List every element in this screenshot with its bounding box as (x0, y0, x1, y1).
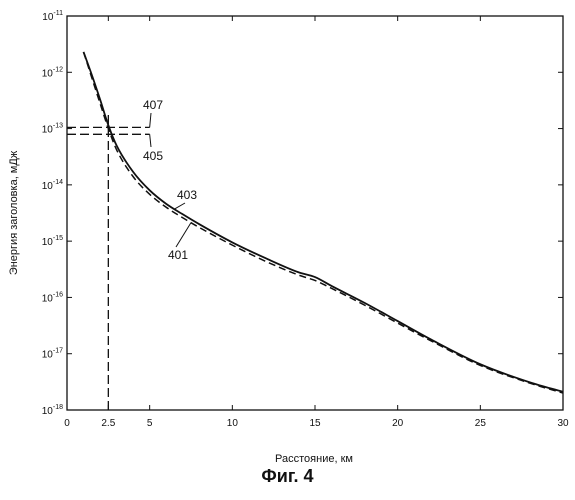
annotation-layer: 407 405 403 401 (143, 98, 197, 262)
annotation-leader-401 (176, 223, 191, 247)
x-axis-label: Расстояние, км (275, 453, 353, 465)
figure-caption: Фиг. 4 (0, 466, 575, 487)
y-tick-label: 10-16 (42, 291, 63, 304)
annotation-label-407: 407 (143, 98, 163, 112)
y-tick-label: 10-18 (42, 404, 63, 417)
y-tick-label: 10-12 (42, 66, 63, 79)
y-tick-label: 10-11 (42, 10, 63, 23)
annotation-label-401: 401 (168, 248, 188, 262)
annotation-label-405: 405 (143, 149, 163, 163)
annotation-leader-403 (174, 203, 185, 209)
x-tick-label: 2.5 (101, 418, 115, 429)
x-tick-label: 20 (392, 418, 404, 429)
plot-frame (67, 16, 563, 410)
x-tick-label: 15 (309, 418, 321, 429)
y-tick-label: 10-13 (42, 123, 63, 136)
annotation-leader-405 (150, 134, 151, 147)
x-tick-label: 0 (64, 418, 70, 429)
y-axis-label: Энергия заголовка, мДж (8, 150, 20, 275)
x-tick-label: 30 (557, 418, 569, 429)
x-tick-label: 10 (227, 418, 239, 429)
x-axis: 0 2.5 5 10 15 20 25 30 (64, 16, 569, 429)
x-tick-label: 25 (475, 418, 487, 429)
y-tick-label: 10-17 (42, 348, 63, 361)
y-tick-label: 10-15 (42, 235, 63, 248)
y-axis: 10-11 10-12 10-13 10-14 10-15 10-16 10-17 10-18 (42, 10, 563, 417)
annotation-label-403: 403 (177, 188, 197, 202)
annotation-leader-407 (150, 113, 151, 127)
y-tick-label: 10-14 (42, 179, 63, 192)
plot-area (67, 52, 563, 410)
x-tick-label: 5 (147, 418, 153, 429)
